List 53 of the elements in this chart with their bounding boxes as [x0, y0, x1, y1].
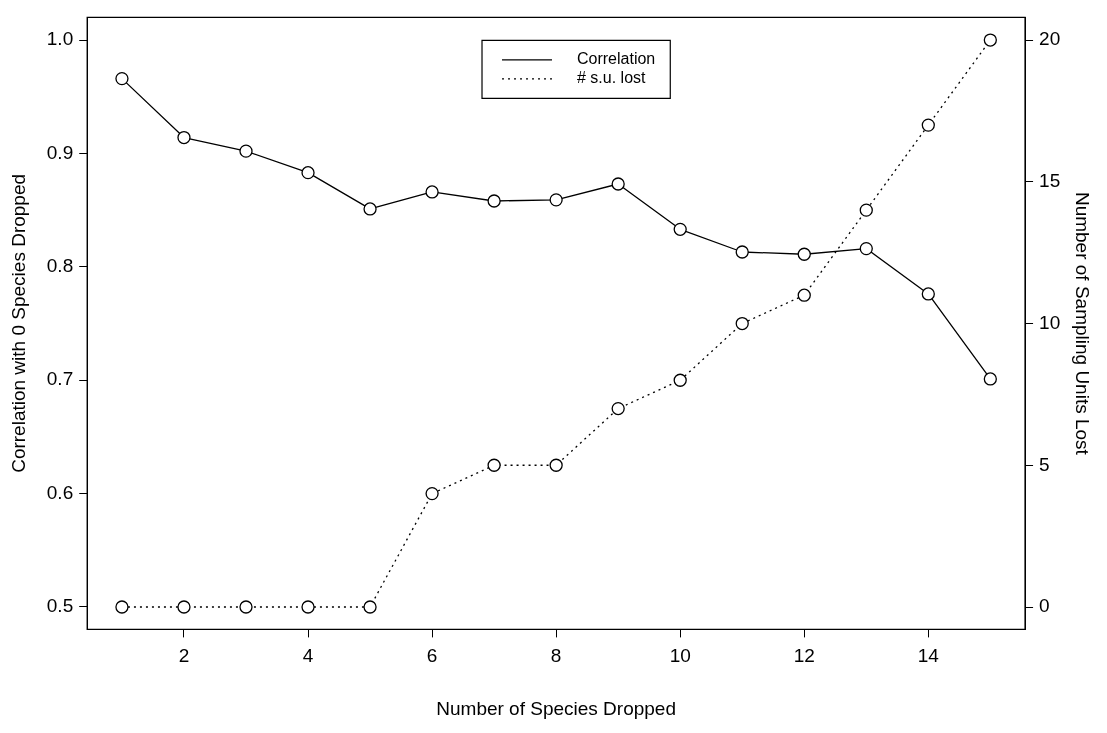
y-tick-label: 0.6	[46, 481, 74, 503]
x-tick-label: 6	[426, 645, 438, 667]
x-axis-title: Number of Species Dropped	[436, 697, 677, 719]
point	[611, 177, 625, 191]
point	[735, 245, 749, 259]
x-tick-label: 10	[669, 645, 691, 667]
x-tick-label: 2	[178, 645, 190, 667]
point	[301, 166, 315, 180]
legend-label: Correlation	[577, 50, 656, 68]
y-axis-title: Correlation with 0 Species Dropped	[7, 173, 29, 473]
point	[239, 144, 253, 158]
point	[983, 33, 997, 47]
point	[797, 288, 811, 302]
y-tick-label: 0.5	[46, 594, 74, 616]
point	[673, 373, 687, 387]
y2-tick-label: 0	[1039, 595, 1050, 617]
point	[239, 600, 253, 614]
point	[425, 486, 439, 501]
point	[115, 600, 129, 614]
x-tick-label: 12	[793, 645, 815, 667]
x-tick-label: 14	[917, 645, 940, 667]
point	[673, 222, 687, 236]
point	[301, 600, 315, 614]
y-tick-label: 1.0	[46, 28, 74, 50]
point	[115, 71, 129, 86]
y2-axis-title: Number of Sampling Units Lost	[1072, 191, 1094, 456]
point	[363, 202, 377, 216]
y-tick-label: 0.8	[46, 254, 74, 276]
point	[425, 185, 439, 199]
point	[487, 458, 501, 472]
point	[859, 203, 873, 217]
y2-tick-label: 15	[1039, 170, 1061, 192]
point	[611, 401, 625, 416]
point	[177, 600, 191, 614]
point	[735, 316, 749, 331]
point	[549, 193, 563, 207]
point	[487, 194, 501, 208]
x-tick-label: 4	[302, 645, 314, 667]
x-tick-label: 8	[550, 645, 562, 667]
point	[363, 600, 377, 614]
point	[177, 130, 191, 145]
legend-label: # s.u. lost	[577, 69, 647, 87]
y2-tick-label: 10	[1039, 311, 1061, 333]
y-tick-label: 0.9	[46, 141, 74, 163]
y-tick-label: 0.7	[46, 368, 74, 390]
point	[797, 247, 811, 261]
y2-tick-label: 20	[1039, 28, 1061, 50]
point	[859, 241, 873, 256]
point	[983, 372, 997, 386]
point	[921, 118, 935, 132]
y2-tick-label: 5	[1039, 453, 1050, 475]
point	[921, 287, 935, 301]
point	[549, 458, 563, 472]
